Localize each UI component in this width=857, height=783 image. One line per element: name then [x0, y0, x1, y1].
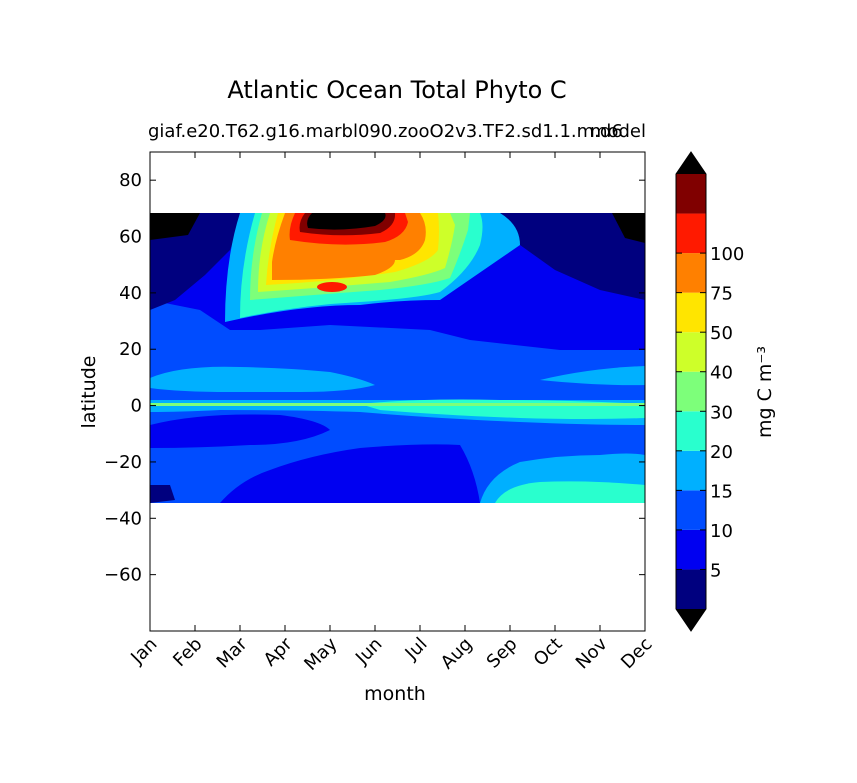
- colorbar-label: mg C m⁻³: [754, 346, 776, 438]
- contour-bloom-patch-100: [317, 282, 347, 292]
- contour-north-2.5-5-east: [500, 213, 645, 300]
- y-tick-label: 40: [119, 283, 142, 304]
- y-tick-label: 60: [119, 227, 142, 248]
- colorbar-tick-label: 30: [710, 402, 733, 423]
- contour-south-2.5-5: [150, 485, 175, 503]
- x-tick-label: Nov: [572, 633, 612, 673]
- colorbar-segment: [676, 490, 706, 530]
- colorbar-segment: [676, 371, 706, 412]
- colorbar-tick-label: 15: [710, 481, 733, 502]
- contour-under-west: [150, 213, 200, 240]
- colorbar-segment: [676, 332, 706, 372]
- x-tick-label: Mar: [213, 633, 252, 672]
- x-tick-label: Jul: [401, 634, 432, 665]
- y-tick-label: 80: [119, 170, 142, 191]
- colorbar-segment: [676, 529, 706, 570]
- y-tick-label: 0: [131, 396, 142, 417]
- x-axis-label: month: [364, 683, 426, 705]
- y-tick-label: −40: [104, 508, 142, 529]
- y-axis-label: latitude: [78, 356, 100, 429]
- x-tick-label: Aug: [437, 634, 477, 674]
- chart-title: Atlantic Ocean Total Phyto C: [227, 76, 567, 104]
- chart-subtitle-run: giaf.e20.T62.g16.marbl090.zooO2v3.TF2.sd…: [148, 121, 623, 142]
- contour-south-5-10-west: [150, 414, 330, 448]
- colorbar-tick-label: 75: [710, 284, 733, 305]
- colorbar-segment: [676, 292, 706, 333]
- contour-north-2.5-5: [150, 213, 245, 310]
- x-tick-label: Jan: [126, 634, 161, 669]
- contour-under-east: [612, 213, 645, 243]
- colorbar-segment: [676, 174, 706, 214]
- contour-south-20-30: [495, 481, 645, 503]
- x-tick-label: Oct: [530, 634, 567, 671]
- colorbar-segment: [676, 213, 706, 254]
- contour-bloom-over-125: [307, 213, 386, 230]
- colorbar-tick-label: 10: [710, 521, 733, 542]
- colorbar-tick-label: 50: [710, 323, 733, 344]
- colorbar-extend-under: [676, 609, 706, 631]
- contour-tropical-north-15-20: [150, 366, 375, 392]
- y-tick-label: 20: [119, 339, 142, 360]
- contour-equator-line: [150, 403, 645, 406]
- y-tick-label: −60: [104, 565, 142, 586]
- x-tick-label: Jun: [351, 634, 386, 669]
- colorbar-segment: [676, 253, 706, 293]
- colorbar: 5 10 15 20 30 40 50 75 100: [675, 151, 744, 632]
- x-tick-label: Dec: [617, 634, 656, 673]
- colorbar-extend-over: [676, 152, 706, 174]
- colorbar-tick-label: 100: [710, 244, 744, 265]
- y-tick-label: −20: [104, 452, 142, 473]
- colorbar-tick-label: 5: [710, 560, 721, 581]
- contour-field: [150, 213, 645, 503]
- colorbar-tick-label: 40: [710, 363, 733, 384]
- contour-tropical-north-east: [540, 366, 645, 386]
- colorbar-segment: [676, 450, 706, 491]
- x-tick-label: Apr: [260, 633, 297, 670]
- plot-frame: [149, 151, 646, 632]
- contour-south-5-10-central: [220, 444, 480, 503]
- colorbar-segment: [676, 569, 706, 609]
- x-tick-label: Feb: [169, 634, 206, 671]
- colorbar-frame: [675, 151, 707, 632]
- x-tick-label: Sep: [483, 634, 522, 673]
- colorbar-segment: [676, 411, 706, 451]
- x-tick-label: May: [300, 633, 341, 674]
- colorbar-tick-label: 20: [710, 442, 733, 463]
- y-axis: 80 60 40 20 0 −20 −40 −60: [104, 170, 645, 586]
- chart-subtitle-model: model: [589, 121, 646, 142]
